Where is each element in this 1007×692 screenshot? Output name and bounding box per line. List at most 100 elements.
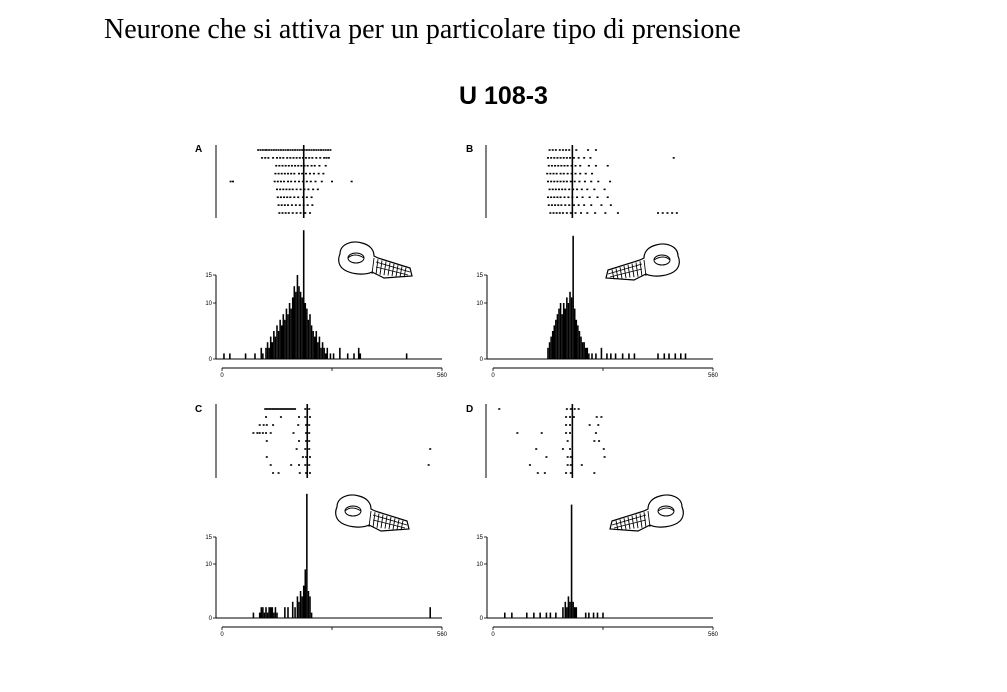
raster-trial [257,149,332,151]
spike-tick [289,196,292,199]
hist-bar [280,325,283,359]
spike-tick [297,164,300,167]
hist-bar [296,596,299,618]
spike-tick [565,157,568,159]
spike-tick [569,424,571,426]
spike-tick [308,157,311,159]
hist-bar [610,353,612,359]
spike-tick [305,180,308,183]
spike-tick [586,188,589,191]
hist-bar [584,347,587,359]
hist-bar [223,353,225,359]
spike-tick [331,180,333,183]
spike-tick [277,149,280,151]
spike-tick [287,180,289,183]
hatch-line [623,265,627,279]
spike-tick [312,149,315,151]
y-tick-label: 15 [205,535,212,541]
hist-bar [621,353,624,359]
spike-tick [304,408,307,410]
raster-trial [265,456,311,458]
spike-tick [294,204,297,206]
spike-tick [536,472,539,474]
spike-tick [590,180,593,183]
spike-tick [528,464,531,466]
spike-tick [283,180,286,183]
hist-bar [674,353,677,359]
hist-bar [266,612,269,618]
hist-bar [591,353,593,359]
spike-tick [540,432,543,434]
spike-tick [587,164,590,167]
spike-tick [574,164,577,167]
spike-tick [552,212,555,214]
spike-tick [550,180,553,183]
spike-tick [578,180,581,183]
spike-tick [290,172,293,175]
spike-tick [292,157,295,159]
hatch-line [372,519,406,529]
spike-tick [516,432,519,434]
spike-tick [252,432,255,434]
hist-bar [290,308,292,359]
spike-tick [308,432,311,434]
hist-bar [323,347,325,359]
hatch-line [403,267,407,278]
unit-label: U 108-3 [459,82,548,110]
spike-tick [319,157,322,159]
spike-tick [282,149,285,151]
hist-bar [329,353,332,359]
hist-bar [549,612,552,618]
spike-tick [287,172,289,175]
spike-tick [264,149,267,151]
hand-outline [605,243,680,281]
spike-tick [312,188,315,191]
hist-bar [556,314,559,359]
spike-tick [571,196,574,199]
spike-tick [308,448,311,450]
spike-tick [573,180,576,183]
hist-bar [606,353,608,359]
hist-bar [569,601,571,618]
spike-tick [270,408,273,410]
spike-tick [282,157,285,159]
spike-tick [309,472,311,474]
panel-letter: B [466,144,473,155]
spike-tick [280,172,283,175]
spike-tick [305,424,308,426]
spike-tick [309,172,311,175]
raster-trial [545,456,606,458]
x-tick-label: 0 [220,632,224,638]
spike-tick [580,464,583,466]
hatch-line [372,514,408,526]
hist-bar [263,612,266,618]
spike-tick [323,157,326,159]
spike-tick [554,164,557,167]
hand-grasp-icon [605,243,680,281]
spike-tick [278,212,281,214]
spike-tick [561,212,564,214]
spike-tick [295,448,298,450]
hist-bar [633,353,636,359]
spike-tick [305,432,308,434]
spike-tick [261,157,264,159]
hist-bar [567,303,570,359]
spike-tick [310,149,313,151]
hist-bar [304,303,307,359]
spike-tick [283,196,286,199]
panel-b: B 0 10 15 0 560 [466,144,719,379]
spike-tick [304,464,307,466]
hist-bar [252,612,255,618]
spike-tick [569,456,572,458]
hist-bar [271,607,274,618]
y-tick-label: 0 [480,616,484,622]
hist-bar [562,303,565,359]
spike-tick [597,180,600,183]
spike-tick [278,164,281,167]
spike-tick [672,157,675,159]
spike-tick [573,408,576,410]
hist-bar [572,601,574,618]
spike-tick [279,157,282,159]
spike-tick [298,464,300,466]
spike-tick [281,164,284,167]
